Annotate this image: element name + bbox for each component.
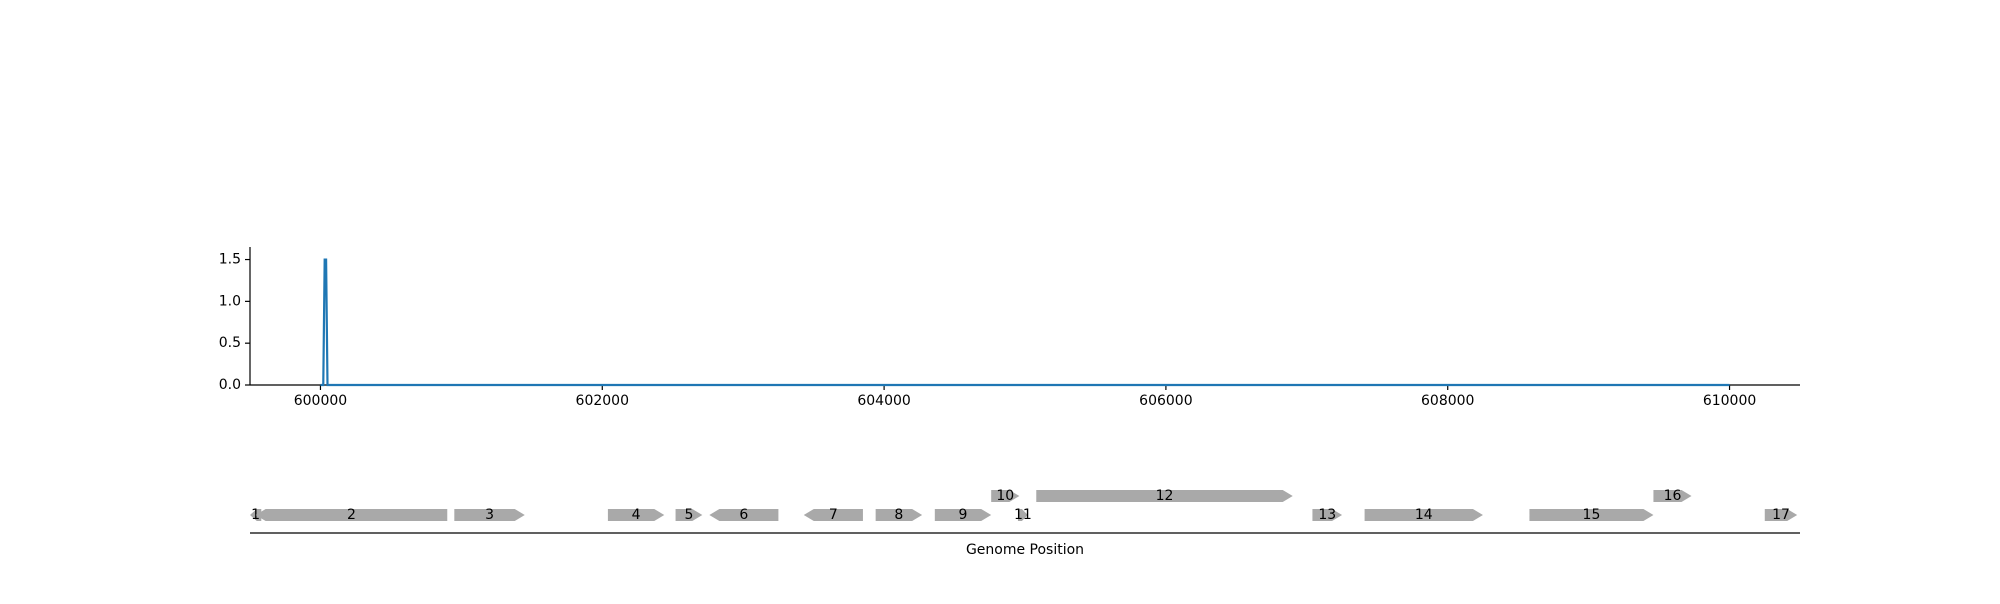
gene-feature-12 <box>1036 490 1293 502</box>
gene-label: 11 <box>1014 507 1032 523</box>
y-tick-label: 1.5 <box>219 252 241 268</box>
gene-feature-7 <box>803 509 863 521</box>
x-tick-label: 604000 <box>857 393 910 409</box>
gene-label: 12 <box>1156 488 1174 504</box>
x-axis-label: Genome Position <box>966 542 1084 558</box>
gene-feature-10 <box>991 490 1020 502</box>
gene-feature-16 <box>1653 490 1692 502</box>
gene-feature-8 <box>875 509 923 521</box>
gene-label: 10 <box>996 488 1014 504</box>
gene-label: 7 <box>829 507 838 523</box>
gene-feature-14 <box>1364 509 1483 521</box>
gene-feature-17 <box>1764 509 1798 521</box>
coverage-line <box>320 258 1730 387</box>
gene-feature-6 <box>709 509 779 521</box>
gene-feature-1 <box>250 509 262 521</box>
gene-label: 13 <box>1318 507 1336 523</box>
gene-label: 15 <box>1583 507 1601 523</box>
x-tick-label: 606000 <box>1139 393 1192 409</box>
gene-label: 14 <box>1415 507 1433 523</box>
gene-feature-4 <box>607 509 665 521</box>
gene-label: 17 <box>1772 507 1790 523</box>
x-tick-label: 602000 <box>576 393 629 409</box>
x-tick-label: 608000 <box>1421 393 1474 409</box>
y-tick-label: 0.0 <box>219 377 241 393</box>
gene-feature-15 <box>1529 509 1654 521</box>
x-tick-label: 600000 <box>294 393 347 409</box>
gene-label: 1 <box>251 507 260 523</box>
gene-label: 3 <box>485 507 494 523</box>
gene-feature-9 <box>934 509 992 521</box>
x-ticks: 600000 602000 604000 606000 608000 610000 <box>294 385 1756 409</box>
gene-label: 6 <box>739 507 748 523</box>
gene-label: 16 <box>1664 488 1682 504</box>
gene-label: 4 <box>632 507 641 523</box>
gene-label: 9 <box>959 507 968 523</box>
y-tick-label: 1.0 <box>219 293 241 309</box>
x-tick-label: 610000 <box>1703 393 1756 409</box>
coverage-plot: 0.0 0.5 1.0 1.5 600000 602000 604000 606000 608… <box>219 247 1800 409</box>
gene-feature-11 <box>1017 509 1028 521</box>
y-ticks: 0.0 0.5 1.0 1.5 <box>219 252 250 393</box>
gene-feature-5 <box>675 509 703 521</box>
gene-feature-3 <box>454 509 525 521</box>
gene-feature-13 <box>1312 509 1343 521</box>
gene-label: 2 <box>347 507 356 523</box>
gene-label: 5 <box>684 507 693 523</box>
y-tick-label: 0.5 <box>219 335 241 351</box>
gene-label: 8 <box>894 507 903 523</box>
gene-feature-2 <box>255 509 448 521</box>
